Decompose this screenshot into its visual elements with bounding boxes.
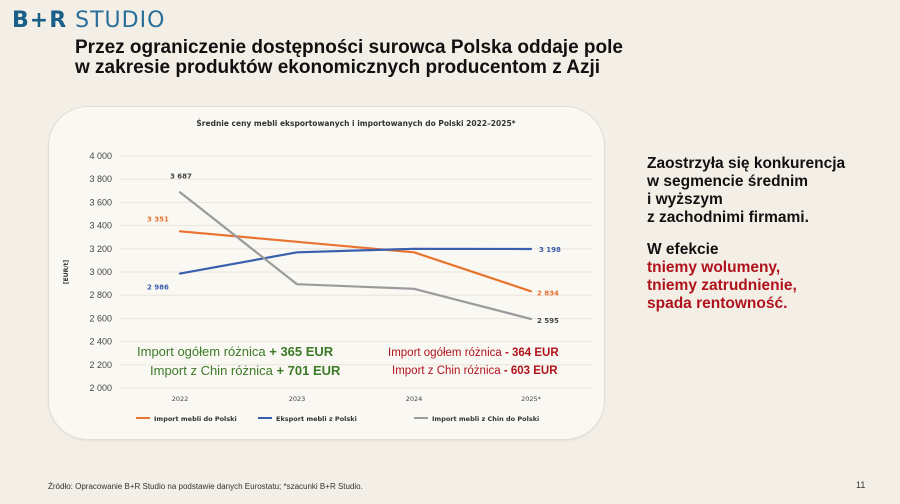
annotation-text: Import z Chin różnica	[392, 365, 504, 377]
logo-brand: B+R	[12, 8, 68, 33]
y-tick-label: 2 200	[89, 360, 112, 370]
y-tick-label: 2 800	[89, 290, 112, 300]
data-label: 2 834	[537, 289, 559, 297]
slide-title-line-1: Przez ograniczenie dostępności surowca P…	[75, 37, 623, 58]
annotation-note: Import z Chin różnica + 701 EUR	[150, 363, 341, 378]
source-note: Źródło: Opracowanie B+R Studio na podsta…	[48, 482, 363, 491]
data-label: 2 595	[537, 317, 559, 325]
legend-label: Eksport mebli z Polski	[276, 415, 357, 423]
y-tick-label: 2 600	[89, 313, 112, 323]
side-line: z zachodnimi firmami.	[647, 209, 809, 226]
y-tick-label: 2 400	[89, 337, 112, 347]
x-tick-label: 2024	[406, 395, 423, 403]
x-tick-label: 2025*	[521, 395, 542, 403]
side-effect-heading: W efekcie	[647, 241, 719, 258]
data-label: 2 986	[147, 284, 169, 292]
y-tick-label: 4 000	[89, 151, 112, 161]
legend-label: Import mebli z Chin do Polski	[432, 415, 539, 423]
side-effect-line: spada rentowność.	[647, 295, 788, 312]
annotation-note: Import ogółem różnica - 364 EUR	[388, 347, 559, 359]
data-label: 3 351	[147, 215, 169, 223]
annotation-text: Import ogółem różnica	[388, 347, 505, 359]
series-line	[178, 247, 533, 275]
data-label: 3 687	[170, 172, 192, 180]
x-tick-label: 2023	[289, 395, 306, 403]
annotation-note: Import ogółem różnica + 365 EUR	[137, 344, 334, 359]
y-axis-label: [EUR/t]	[63, 260, 70, 284]
page-number: 11	[856, 480, 866, 490]
annotation-text: Import ogółem różnica	[137, 344, 269, 359]
slide-title: Przez ograniczenie dostępności surowca P…	[75, 38, 675, 78]
y-tick-label: 3 600	[89, 197, 112, 207]
series-line	[178, 191, 533, 321]
side-effect-line: tniemy wolumeny,	[647, 259, 781, 276]
x-tick-label: 2022	[172, 395, 189, 403]
y-tick-label: 3 400	[89, 221, 112, 231]
annotation-value: - 364 EUR	[505, 347, 559, 359]
y-tick-label: 3 000	[89, 267, 112, 277]
side-line: Zaostrzyła się konkurencja	[647, 155, 846, 172]
y-tick-label: 2 000	[89, 383, 112, 393]
annotation-text: Import z Chin różnica	[150, 363, 276, 378]
annotation-value: + 365 EUR	[269, 344, 334, 359]
chart-title: Średnie ceny mebli eksportowanych i impo…	[196, 119, 515, 128]
slide-title-line-2: w zakresie produktów ekonomicznych produ…	[75, 57, 601, 78]
side-effect-line: tniemy zatrudnienie,	[647, 277, 797, 294]
logo-studio: STUDIO	[75, 8, 166, 33]
side-line: w segmencie średnim	[647, 173, 809, 190]
annotation-value: - 603 EUR	[504, 365, 558, 377]
legend-label: Import mebli do Polski	[154, 415, 237, 423]
series-line	[178, 230, 533, 293]
annotation-value: + 701 EUR	[276, 363, 341, 378]
side-commentary: Zaostrzyła się konkurencja w segmencie ś…	[647, 155, 887, 313]
side-line: i wyższym	[647, 191, 723, 208]
y-tick-label: 3 800	[89, 174, 112, 184]
chart-panel	[48, 106, 605, 440]
logo: B+R STUDIO	[12, 8, 165, 33]
data-label: 3 198	[539, 246, 561, 254]
y-tick-label: 3 200	[89, 244, 112, 254]
annotation-note: Import z Chin różnica - 603 EUR	[392, 365, 558, 377]
